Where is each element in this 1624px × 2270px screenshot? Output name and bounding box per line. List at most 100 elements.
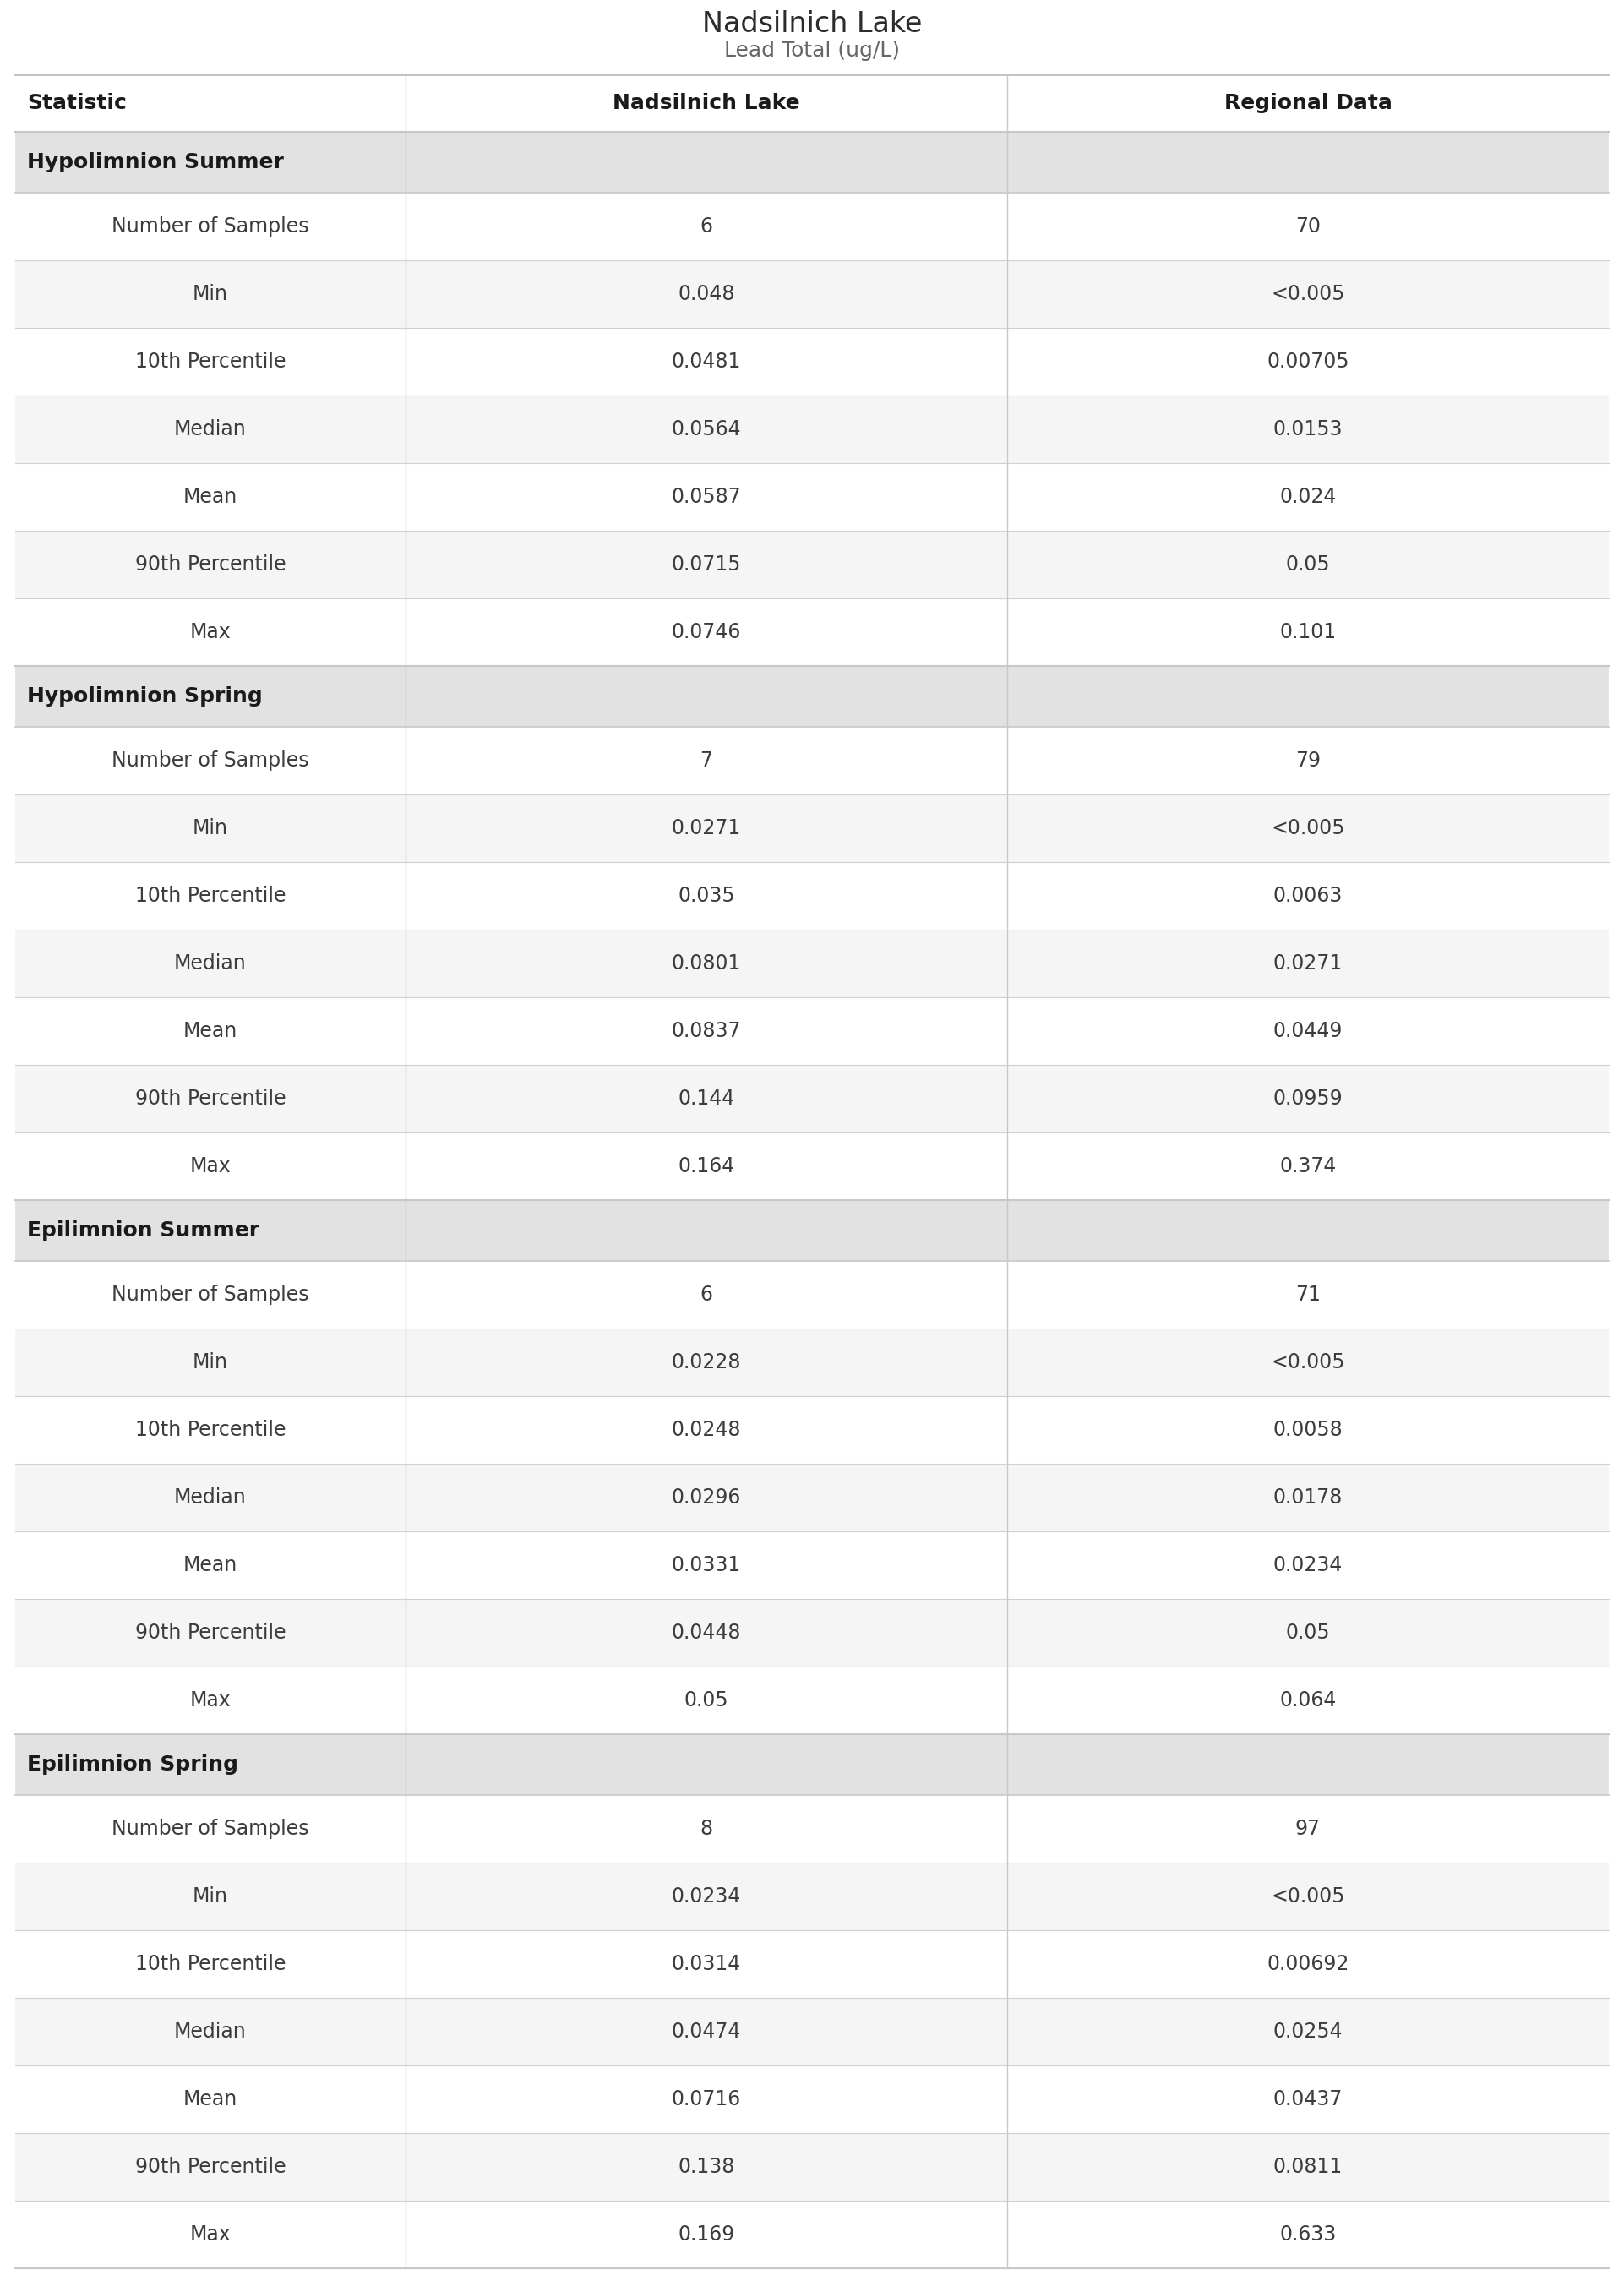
Text: 0.0811: 0.0811 [1273,2156,1343,2177]
Bar [15,665,1609,726]
Text: <0.005: <0.005 [1272,284,1345,304]
Text: 0.00692: 0.00692 [1267,1954,1350,1975]
Text: 6: 6 [700,216,713,236]
Text: Hypolimnion Summer: Hypolimnion Summer [28,152,284,173]
Bar [15,2200,1609,2268]
Text: 0.0314: 0.0314 [672,1954,741,1975]
Text: 0.0178: 0.0178 [1273,1487,1343,1507]
Text: 10th Percentile: 10th Percentile [135,885,286,906]
Bar [15,327,1609,395]
Bar [15,1328,1609,1396]
Text: Min: Min [193,817,227,838]
Text: 90th Percentile: 90th Percentile [135,554,286,574]
Bar [15,726,1609,794]
Text: 0.0228: 0.0228 [672,1353,741,1373]
Text: Number of Samples: Number of Samples [112,1285,309,1305]
Bar [15,1666,1609,1734]
Bar [15,531,1609,599]
Text: 90th Percentile: 90th Percentile [135,2156,286,2177]
Text: 0.164: 0.164 [677,1155,734,1176]
Text: 7: 7 [700,751,713,772]
Text: 0.0271: 0.0271 [672,817,741,838]
Bar [15,395,1609,463]
Bar [15,1133,1609,1201]
Text: 0.0271: 0.0271 [1273,953,1343,974]
Text: 10th Percentile: 10th Percentile [135,352,286,372]
Text: 0.169: 0.169 [677,2225,734,2245]
Text: 79: 79 [1296,751,1320,772]
Bar [15,794,1609,863]
Bar [15,1734,1609,1796]
Text: 0.0564: 0.0564 [671,420,741,440]
Text: 0.024: 0.024 [1280,486,1337,506]
Text: 0.0063: 0.0063 [1273,885,1343,906]
Text: Min: Min [193,1886,227,1907]
Bar [15,599,1609,665]
Bar [15,1796,1609,1864]
Bar [15,1532,1609,1598]
Text: 0.0481: 0.0481 [672,352,741,372]
Text: Hypolimnion Spring: Hypolimnion Spring [28,686,263,706]
Text: 0.05: 0.05 [684,1691,729,1712]
Bar [15,931,1609,997]
Text: 0.0474: 0.0474 [672,2023,741,2041]
Text: 0.0716: 0.0716 [672,2088,741,2109]
Text: 0.374: 0.374 [1280,1155,1337,1176]
Bar [15,2066,1609,2134]
Text: 10th Percentile: 10th Percentile [135,1419,286,1439]
Bar [15,193,1609,261]
Text: Epilimnion Spring: Epilimnion Spring [28,1755,239,1775]
Text: 0.048: 0.048 [677,284,736,304]
Text: 8: 8 [700,1818,713,1839]
Text: Median: Median [174,953,247,974]
Text: 6: 6 [700,1285,713,1305]
Text: 0.0746: 0.0746 [672,622,741,642]
Bar [15,863,1609,931]
Text: 0.0153: 0.0153 [1273,420,1343,440]
Text: Nadsilnich Lake: Nadsilnich Lake [612,93,801,114]
Text: 0.0715: 0.0715 [672,554,741,574]
Text: 0.0331: 0.0331 [672,1555,741,1575]
Text: 0.0837: 0.0837 [672,1022,741,1042]
Bar [15,1598,1609,1666]
Text: 10th Percentile: 10th Percentile [135,1954,286,1975]
Text: 0.138: 0.138 [677,2156,734,2177]
Text: Max: Max [190,1691,231,1712]
Bar [15,1260,1609,1328]
Bar [15,1930,1609,1998]
Text: Mean: Mean [184,486,237,506]
Text: 0.0437: 0.0437 [1273,2088,1343,2109]
Bar [15,1201,1609,1260]
Text: 0.0801: 0.0801 [672,953,741,974]
Text: Median: Median [174,420,247,440]
Text: Statistic: Statistic [28,93,127,114]
Text: 0.0448: 0.0448 [672,1623,741,1643]
Text: Lead Total (ug/L): Lead Total (ug/L) [724,41,900,61]
Text: 0.0959: 0.0959 [1273,1090,1343,1108]
Text: Number of Samples: Number of Samples [112,1818,309,1839]
Text: 71: 71 [1296,1285,1320,1305]
Text: 0.0058: 0.0058 [1273,1419,1343,1439]
Text: 90th Percentile: 90th Percentile [135,1623,286,1643]
Text: Mean: Mean [184,2088,237,2109]
Text: 0.0234: 0.0234 [1273,1555,1343,1575]
Text: Max: Max [190,1155,231,1176]
Text: <0.005: <0.005 [1272,1886,1345,1907]
Text: 0.633: 0.633 [1280,2225,1337,2245]
Bar [15,1998,1609,2066]
Text: Nadsilnich Lake: Nadsilnich Lake [702,9,922,39]
Text: 0.101: 0.101 [1280,622,1337,642]
Text: 0.064: 0.064 [1280,1691,1337,1712]
Text: 0.0587: 0.0587 [671,486,741,506]
Text: Min: Min [193,284,227,304]
Text: 0.0248: 0.0248 [672,1419,741,1439]
Bar [15,132,1609,193]
Bar [15,1065,1609,1133]
Text: Number of Samples: Number of Samples [112,216,309,236]
Text: 0.0234: 0.0234 [672,1886,741,1907]
Bar [15,1464,1609,1532]
Text: Median: Median [174,2023,247,2041]
Text: 0.144: 0.144 [677,1090,734,1108]
Bar [15,261,1609,327]
Bar [15,75,1609,132]
